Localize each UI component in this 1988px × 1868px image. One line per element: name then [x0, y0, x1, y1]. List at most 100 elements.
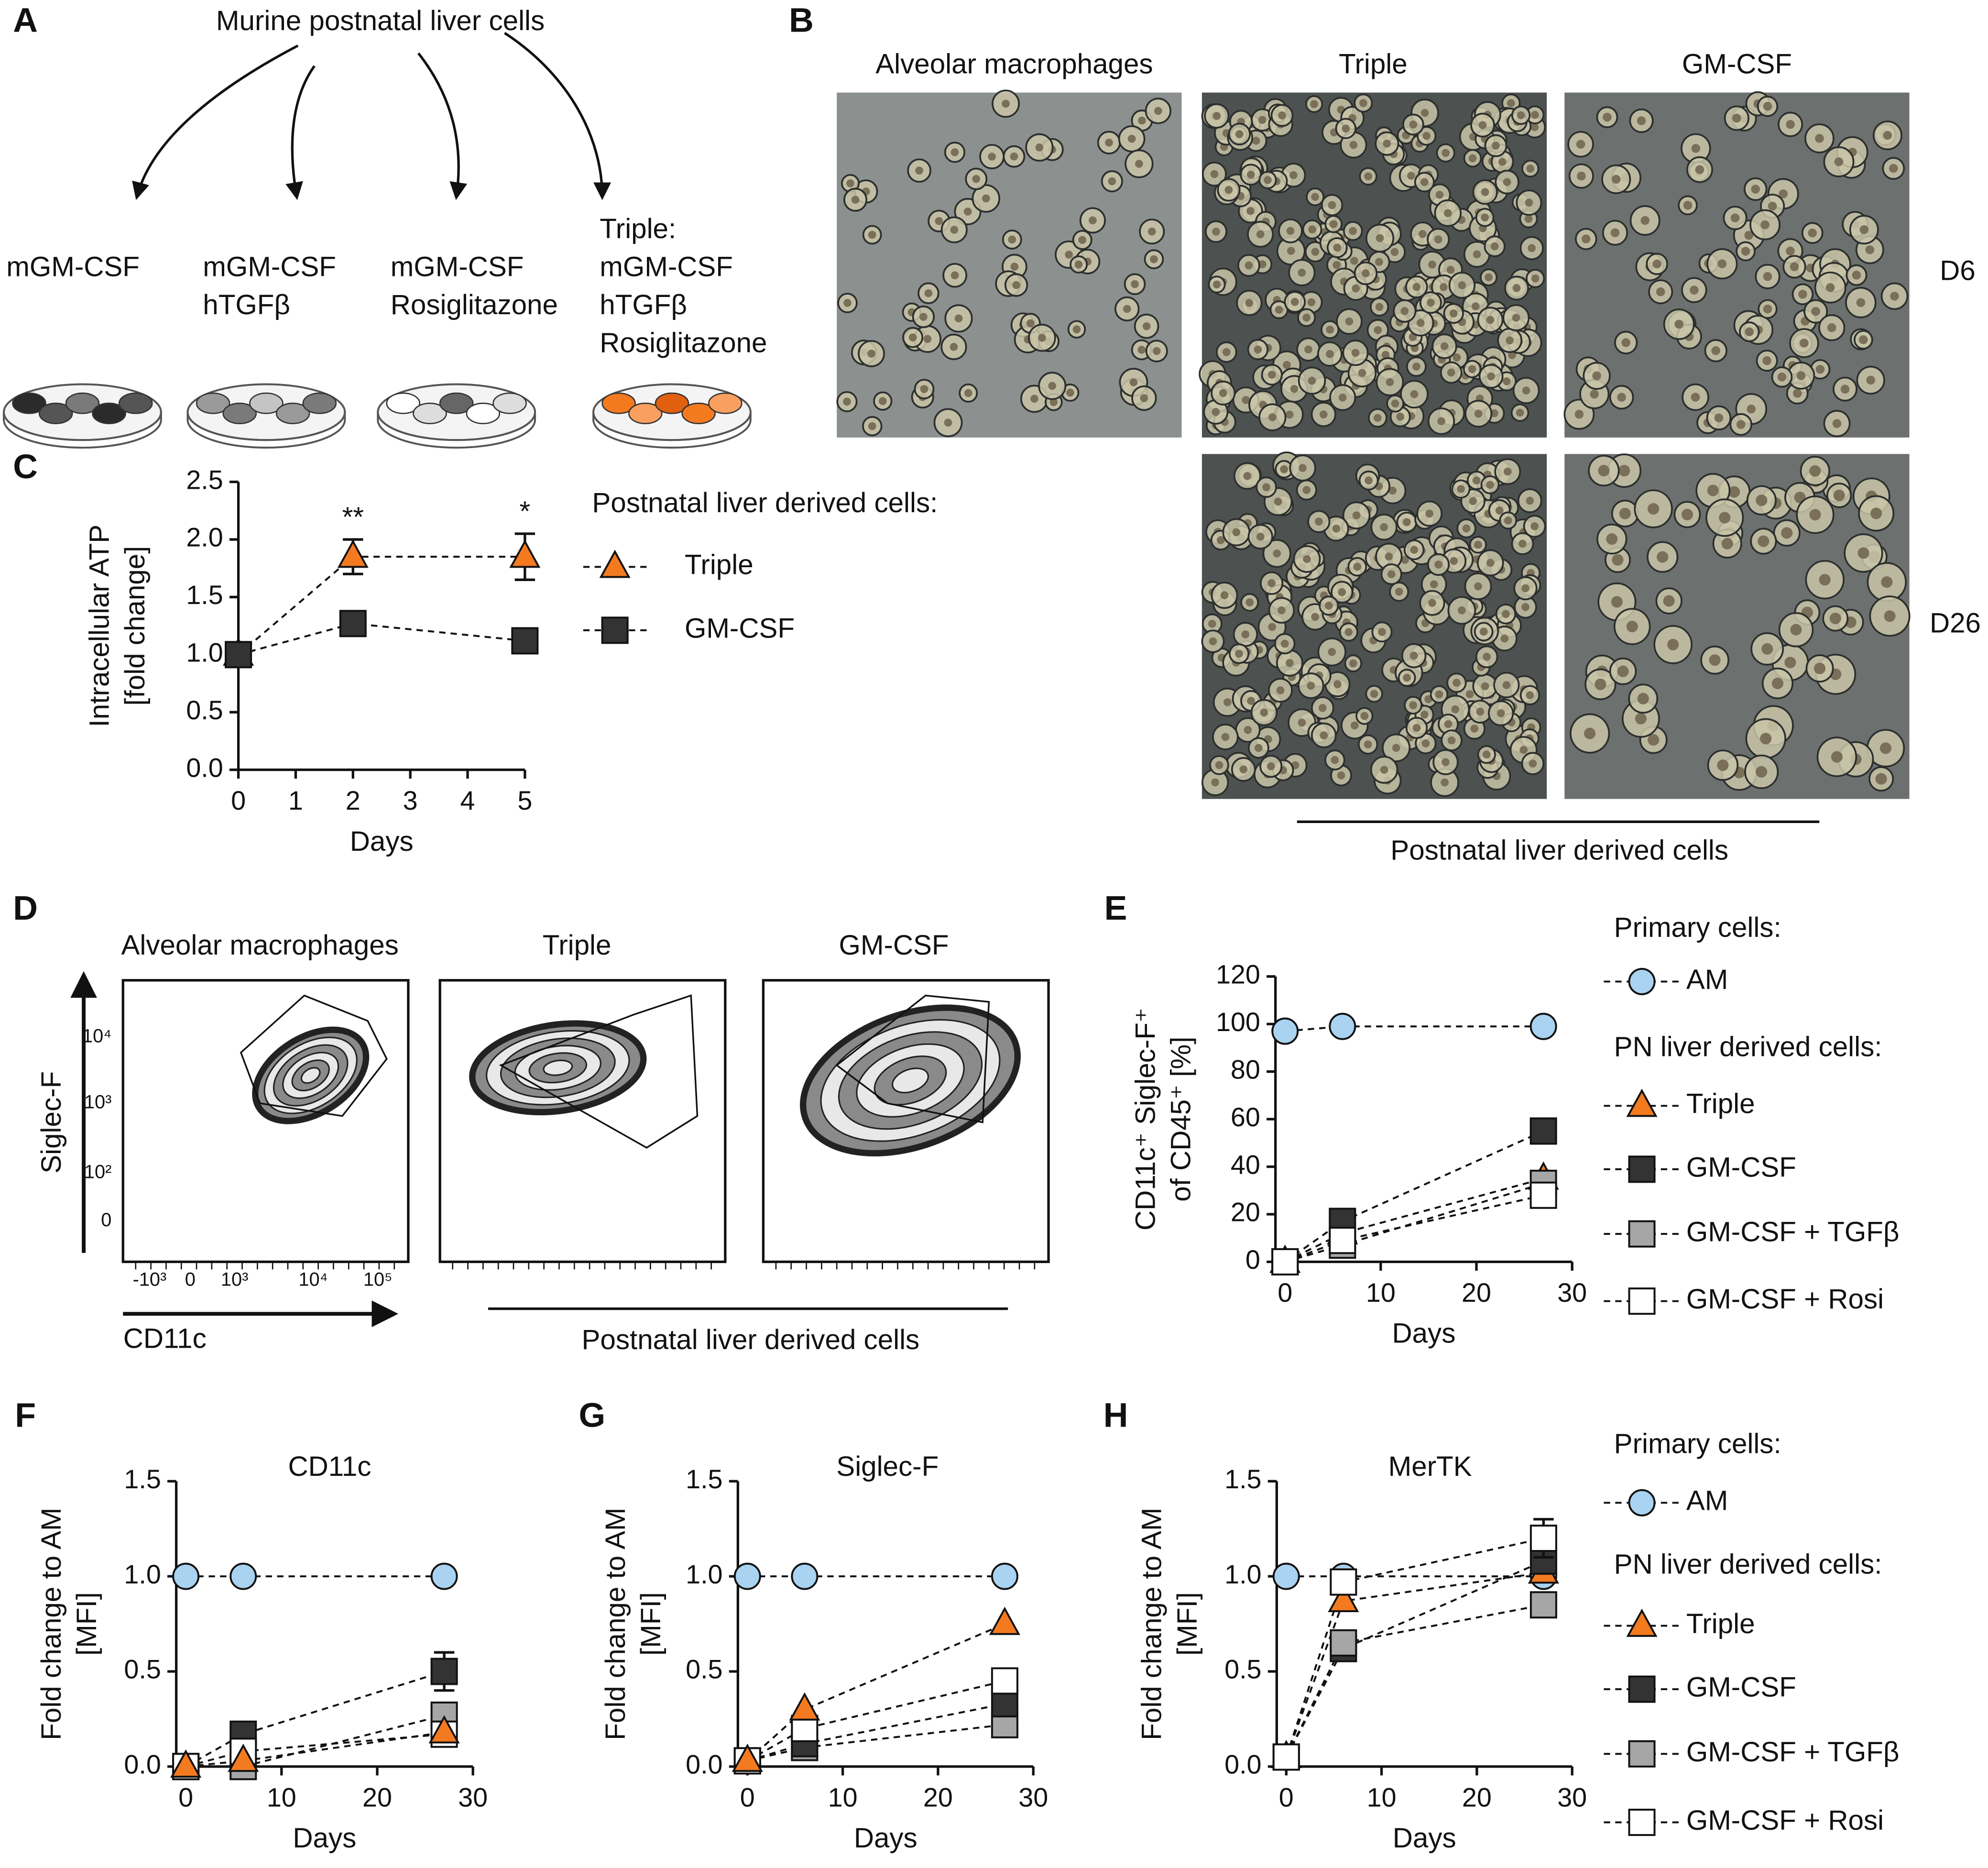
dish-cell — [92, 402, 126, 425]
cell-nucleus — [923, 335, 932, 343]
cell-nucleus — [1333, 243, 1342, 252]
marker — [1272, 1562, 1300, 1590]
panel-label: G — [579, 1396, 606, 1435]
cell-nucleus — [1410, 390, 1419, 398]
marker — [1529, 1117, 1557, 1145]
x-tick-label: 0 — [178, 1783, 193, 1813]
legend-title: Primary cells: — [1614, 912, 1781, 943]
cell-nucleus — [1531, 274, 1540, 283]
cell-nucleus — [915, 166, 923, 175]
cell-nucleus — [1526, 691, 1534, 700]
cell-nucleus — [1242, 396, 1250, 404]
cell-nucleus — [1416, 319, 1425, 327]
y-tick-label: 0.5 — [186, 695, 223, 725]
cell-nucleus — [1829, 613, 1841, 625]
label: Alveolar macrophages — [121, 930, 398, 961]
cell-nucleus — [935, 217, 943, 225]
cell-nucleus — [1434, 235, 1442, 244]
panel-label: D — [13, 889, 38, 927]
marker — [428, 1715, 460, 1744]
cell-nucleus — [1208, 619, 1216, 628]
arrow — [285, 65, 316, 200]
marker — [1628, 967, 1656, 995]
cell-nucleus — [1590, 389, 1599, 399]
label: CD11c — [123, 1323, 207, 1354]
y-axis-title: [MFI] — [635, 1592, 666, 1656]
cell-nucleus — [867, 350, 875, 358]
label: D6 — [1940, 255, 1976, 286]
cell-nucleus — [1779, 189, 1788, 198]
x-axis-title: Days — [854, 1823, 918, 1854]
y-tick-label: 100 — [1216, 1007, 1260, 1037]
cell-nucleus — [1815, 365, 1825, 374]
marker — [339, 610, 367, 637]
cell-nucleus — [1819, 574, 1831, 586]
label: GM-CSF — [1682, 48, 1792, 79]
cell-nucleus — [1832, 419, 1842, 428]
cell-nucleus — [1216, 536, 1225, 544]
marker — [989, 1606, 1020, 1635]
cell-nucleus — [1244, 726, 1252, 734]
cell-nucleus — [1595, 678, 1606, 690]
cell-nucleus — [920, 385, 928, 393]
x-tick-label: 30 — [1018, 1783, 1048, 1813]
cell-nucleus — [1611, 596, 1623, 608]
cell-nucleus — [963, 208, 972, 216]
marker — [1626, 1608, 1658, 1637]
cell-nucleus — [1152, 347, 1161, 355]
y-tick-label: 1.0 — [124, 1560, 161, 1589]
marker — [599, 549, 631, 578]
label: mGM-CSF — [391, 252, 524, 283]
cell-nucleus — [1741, 247, 1750, 256]
cell-nucleus — [1344, 628, 1353, 636]
cell-nucleus — [1469, 497, 1477, 505]
cell-nucleus — [1420, 710, 1429, 719]
cell-nucleus — [1468, 154, 1477, 163]
cell-nucleus — [1584, 727, 1596, 739]
marker — [1628, 1220, 1656, 1248]
legend-label: AM — [1686, 1485, 1728, 1516]
dish-cell — [655, 392, 689, 414]
cell-nucleus — [1260, 708, 1268, 717]
label: Siglec-F — [36, 1071, 67, 1174]
cell-nucleus — [1435, 190, 1444, 199]
y-axis-title: Fold change to AM — [36, 1507, 67, 1740]
cell-nucleus — [1471, 302, 1480, 310]
cell-nucleus — [1302, 486, 1311, 494]
cell-nucleus — [1267, 371, 1276, 379]
marker — [225, 641, 252, 669]
cell-nucleus — [1332, 524, 1341, 533]
cell-nucleus — [1481, 213, 1489, 222]
legend-title: PN liver derived cells: — [1614, 1549, 1882, 1580]
cell-nucleus — [1232, 528, 1241, 537]
x-tick-label: 20 — [362, 1783, 392, 1813]
cell-nucleus — [1502, 610, 1510, 618]
cell-nucleus — [1235, 130, 1244, 138]
marker — [1628, 1287, 1656, 1315]
cell-nucleus — [1410, 546, 1418, 554]
cell-nucleus — [1483, 653, 1491, 661]
cell-nucleus — [1486, 316, 1495, 324]
cell-nucleus — [1814, 662, 1826, 674]
cell-nucleus — [1010, 263, 1019, 271]
cell-nucleus — [1364, 172, 1372, 181]
cell-nucleus — [950, 148, 959, 156]
cell-nucleus — [1840, 385, 1850, 394]
cell-nucleus — [1239, 765, 1248, 774]
panel-label: A — [13, 1, 38, 40]
cell-nucleus — [1245, 598, 1254, 606]
cell-nucleus — [1482, 750, 1491, 759]
x-tick-label: 0 — [231, 786, 246, 815]
cell-nucleus — [1246, 170, 1255, 179]
y-tick-label: 20 — [1231, 1198, 1260, 1227]
cell-nucleus — [1834, 157, 1844, 166]
cell-nucleus — [1760, 220, 1770, 230]
cell-nucleus — [1581, 234, 1591, 243]
cell-nucleus — [1695, 165, 1704, 175]
cell-nucleus — [1833, 489, 1845, 501]
label: D26 — [1930, 608, 1981, 639]
cell-nucleus — [1211, 778, 1219, 787]
cell-nucleus — [1298, 268, 1306, 277]
cell-nucleus — [1618, 465, 1630, 477]
cell-nucleus — [1264, 176, 1272, 184]
